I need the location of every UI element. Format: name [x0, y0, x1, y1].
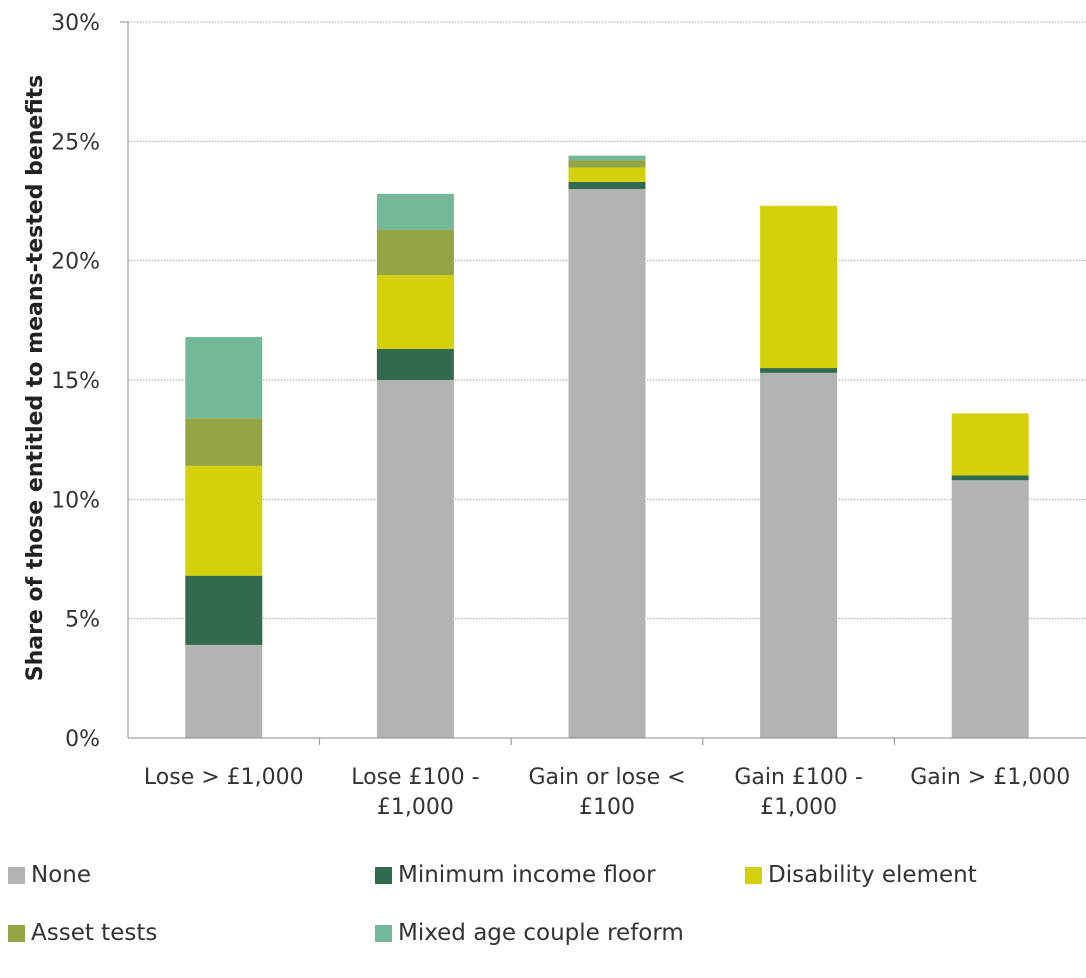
- legend-row-2: Asset tests Mixed age couple reform: [8, 920, 1078, 978]
- x-tick-label: Gain or lose < £100: [528, 765, 685, 820]
- y-tick-label: 5%: [65, 608, 100, 633]
- bar-segment-none: [951, 480, 1029, 738]
- bar-segment-mixed-age-couple-reform: [568, 155, 646, 161]
- legend: None Minimum income floor Disability ele…: [8, 862, 1078, 978]
- legend-item-minimum-income-floor: Minimum income floor: [375, 862, 656, 888]
- y-tick-label: 15%: [51, 369, 100, 394]
- bar-segment-none: [185, 644, 263, 738]
- legend-item-disability-element: Disability element: [745, 862, 977, 888]
- legend-swatch-minimum-income-floor: [375, 866, 392, 884]
- bar-segment-disability-element: [185, 465, 263, 576]
- bar-segment-asset-tests: [185, 418, 263, 466]
- bar-segment-mixed-age-couple-reform: [185, 337, 263, 419]
- y-tick-label: 0%: [65, 727, 100, 752]
- legend-item-none: None: [8, 862, 91, 888]
- legend-row-1: None Minimum income floor Disability ele…: [8, 862, 1078, 920]
- bar-segment-mixed-age-couple-reform: [376, 193, 454, 230]
- bar-segment-minimum-income-floor: [951, 475, 1029, 481]
- bar-segment-minimum-income-floor: [185, 575, 263, 645]
- legend-label-mixed-age-couple-reform: Mixed age couple reform: [398, 920, 684, 946]
- legend-item-asset-tests: Asset tests: [8, 920, 157, 946]
- legend-label-minimum-income-floor: Minimum income floor: [398, 862, 656, 888]
- bar-segment-disability-element: [376, 274, 454, 349]
- bar-segment-disability-element: [951, 413, 1029, 476]
- bar-segment-disability-element: [760, 205, 838, 369]
- bar-segment-asset-tests: [376, 229, 454, 275]
- y-tick-labels: 0% 5% 10% 15% 20% 25% 30%: [51, 11, 100, 752]
- legend-label-none: None: [31, 862, 92, 888]
- bar-segment-minimum-income-floor: [376, 348, 454, 380]
- x-tick-label: Lose > £1,000: [144, 765, 304, 790]
- legend-swatch-asset-tests: [8, 924, 25, 942]
- legend-swatch-disability-element: [745, 866, 762, 884]
- y-axis-title: Share of those entitled to means-tested …: [23, 75, 48, 682]
- y-tick-label: 10%: [51, 488, 100, 513]
- bar-segment-minimum-income-floor: [760, 368, 838, 373]
- stacked-bar-chart: 0% 5% 10% 15% 20% 25% 30% Lose > £1,000 Lose £1…: [23, 11, 1086, 820]
- legend-swatch-none: [8, 866, 25, 884]
- axes: [120, 21, 1086, 745]
- bar-segment-disability-element: [568, 167, 646, 182]
- gridlines: [128, 21, 1086, 620]
- legend-item-mixed-age-couple-reform: Mixed age couple reform: [375, 920, 684, 946]
- y-tick-label: 30%: [51, 11, 100, 36]
- bars: [185, 155, 1029, 739]
- y-tick-label: 25%: [51, 130, 100, 155]
- bar-segment-none: [760, 372, 838, 738]
- x-tick-label: Gain > £1,000: [910, 765, 1070, 790]
- legend-swatch-mixed-age-couple-reform: [375, 924, 392, 942]
- x-tick-label: Gain £100 -£1,000: [734, 765, 863, 820]
- bar-segment-none: [568, 189, 646, 739]
- y-tick-label: 20%: [51, 250, 100, 275]
- x-tick-label: Lose £100 -£1,000: [351, 765, 479, 820]
- bar-segment-minimum-income-floor: [568, 181, 646, 190]
- x-tick-labels: Lose > £1,000 Lose £100 -£1,000 Gain or lo…: [144, 765, 1070, 820]
- bar-segment-none: [376, 380, 454, 738]
- legend-label-asset-tests: Asset tests: [31, 920, 158, 946]
- bar-segment-asset-tests: [568, 160, 646, 168]
- legend-label-disability-element: Disability element: [768, 862, 977, 888]
